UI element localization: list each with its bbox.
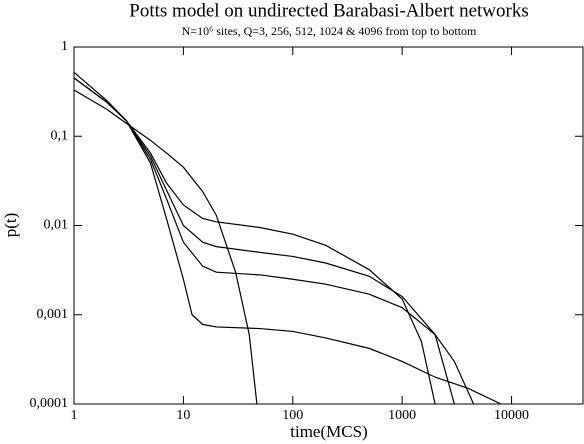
chart-title: Potts model on undirected Barabasi-Alber… xyxy=(129,0,528,21)
series-line xyxy=(73,77,455,405)
series-line xyxy=(73,71,502,405)
x-tick-label: 10 xyxy=(176,408,190,423)
x-tick-label: 100 xyxy=(282,408,303,423)
x-tick-label: 1 xyxy=(71,408,78,423)
series-line xyxy=(73,77,436,405)
x-tick-label: 1000 xyxy=(388,408,416,423)
y-axis-label: p(t) xyxy=(1,213,20,238)
y-tick-label: 0,01 xyxy=(44,218,69,233)
y-tick-label: 0,001 xyxy=(37,307,69,322)
x-axis-label: time(MCS) xyxy=(290,422,367,441)
x-tick-label: 10000 xyxy=(494,408,529,423)
series-line xyxy=(73,77,475,405)
chart-subtitle: N=10⁶ sites, Q=3, 256, 512, 1024 & 4096 … xyxy=(182,24,477,38)
y-tick-label: 0,0001 xyxy=(30,396,69,411)
plot-frame xyxy=(73,46,584,405)
series-line xyxy=(73,89,258,405)
y-tick-label: 1 xyxy=(61,39,68,54)
y-tick-label: 0,1 xyxy=(51,128,69,143)
